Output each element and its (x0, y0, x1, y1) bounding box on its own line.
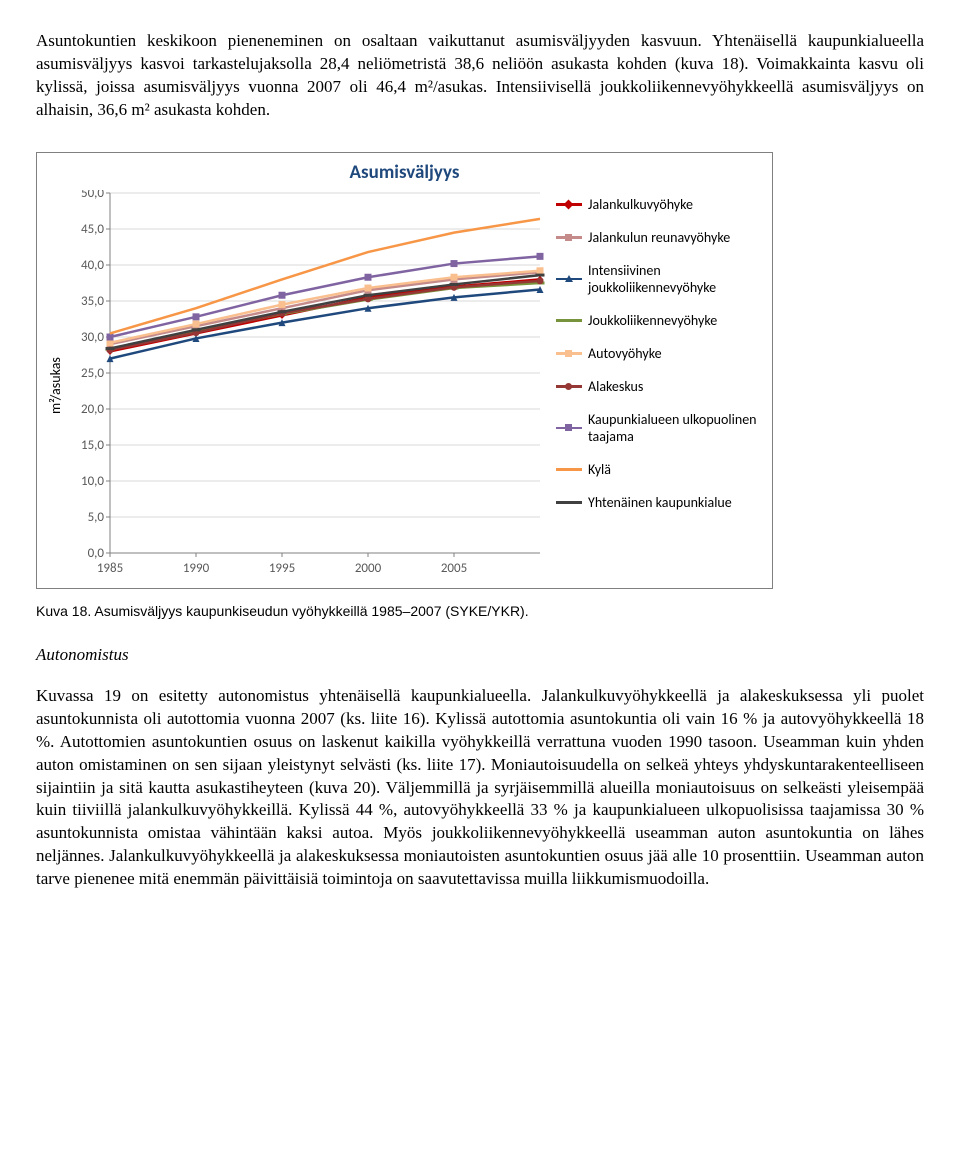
legend-label: Joukkoliikennevyöhyke (588, 312, 717, 329)
svg-text:35,0: 35,0 (81, 294, 104, 309)
svg-text:50,0: 50,0 (81, 190, 104, 201)
legend-swatch (556, 236, 582, 239)
legend-item: Jalankulkuvyöhyke (556, 196, 758, 213)
svg-text:40,0: 40,0 (81, 258, 104, 273)
y-axis-label: m²/asukas (43, 190, 64, 582)
legend-label: Yhtenäinen kaupunkialue (588, 494, 732, 511)
legend-item: Kaupunkialueen ulkopuolinen taajama (556, 411, 758, 445)
svg-text:30,0: 30,0 (81, 330, 104, 345)
legend-item: Yhtenäinen kaupunkialue (556, 494, 758, 511)
svg-text:5,0: 5,0 (88, 510, 105, 525)
autonomistus-paragraph: Kuvassa 19 on esitetty autonomistus yhte… (36, 685, 924, 891)
section-heading-autonomistus: Autonomistus (36, 645, 924, 665)
legend-item: Autovyöhyke (556, 345, 758, 362)
legend-item: Kylä (556, 461, 758, 478)
svg-text:1985: 1985 (97, 561, 123, 576)
legend-swatch (556, 468, 582, 471)
legend-item: Jalankulun reunavyöhyke (556, 229, 758, 246)
line-chart: 0,0 5,0 10,0 15,0 20,0 25,0 30,0 35,0 40,0 45,0 50… (64, 190, 546, 582)
legend-label: Kaupunkialueen ulkopuolinen taajama (588, 411, 758, 445)
svg-text:20,0: 20,0 (81, 402, 104, 417)
legend-label: Alakeskus (588, 378, 643, 395)
legend-label: Kylä (588, 461, 611, 478)
svg-text:1990: 1990 (183, 561, 210, 576)
chart-title: Asumisväljyys (43, 161, 766, 184)
legend-swatch (556, 203, 582, 206)
svg-text:25,0: 25,0 (81, 366, 104, 381)
legend-swatch (556, 319, 582, 322)
chart-caption: Kuva 18. Asumisväljyys kaupunkiseudun vy… (36, 603, 924, 619)
legend-label: Autovyöhyke (588, 345, 662, 362)
legend-swatch (556, 352, 582, 355)
svg-text:10,0: 10,0 (81, 474, 104, 489)
svg-text:1995: 1995 (269, 561, 295, 576)
legend-swatch (556, 501, 582, 504)
svg-text:2000: 2000 (355, 561, 382, 576)
legend-item: Joukkoliikennevyöhyke (556, 312, 758, 329)
legend-swatch (556, 278, 582, 281)
legend-item: Intensiivinen joukkoliikennevyöhyke (556, 262, 758, 296)
chart-container: Asumisväljyys m²/asukas 0,0 5,0 10,0 15,0 20… (36, 152, 773, 589)
legend-swatch (556, 427, 582, 430)
legend-label: Intensiivinen joukkoliikennevyöhyke (588, 262, 758, 296)
intro-paragraph: Asuntokuntien keskikoon pieneneminen on … (36, 30, 924, 122)
svg-text:2005: 2005 (441, 561, 467, 576)
legend-label: Jalankulkuvyöhyke (588, 196, 693, 213)
legend-label: Jalankulun reunavyöhyke (588, 229, 730, 246)
legend-swatch (556, 385, 582, 388)
svg-text:45,0: 45,0 (81, 222, 104, 237)
svg-text:15,0: 15,0 (81, 438, 104, 453)
svg-text:0,0: 0,0 (88, 546, 105, 561)
chart-legend: Jalankulkuvyöhyke Jalankulun reunavyöhyke… (546, 190, 766, 582)
legend-item: Alakeskus (556, 378, 758, 395)
